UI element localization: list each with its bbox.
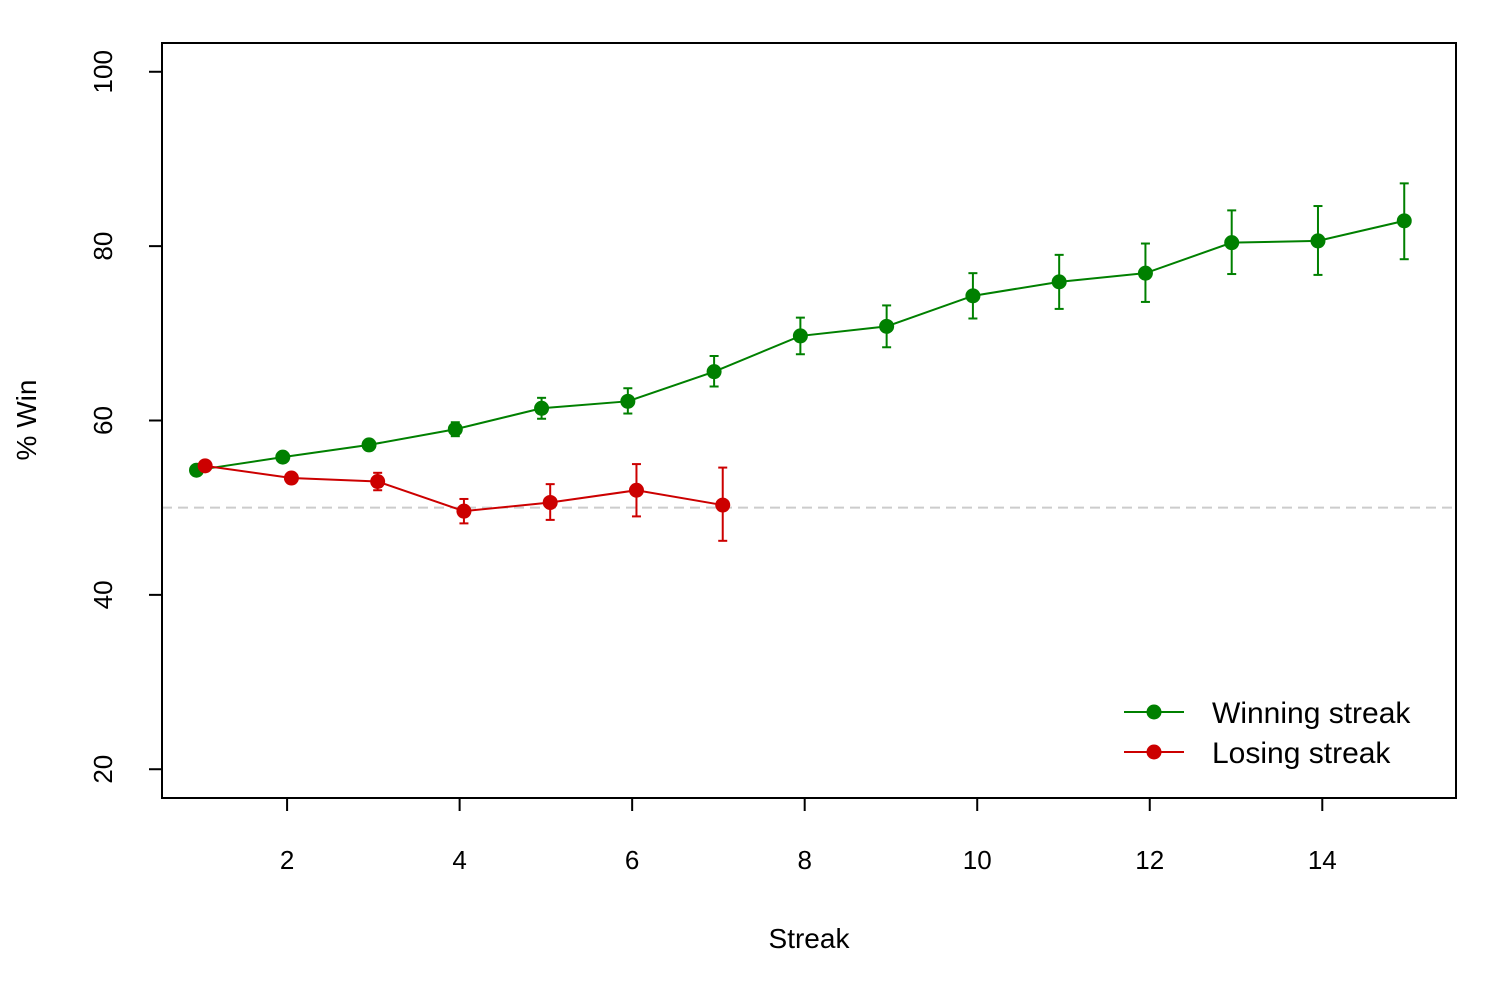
data-point — [965, 288, 981, 304]
legend-marker-winning — [1146, 704, 1162, 720]
x-tick-label: 4 — [452, 845, 466, 875]
data-point — [1051, 274, 1067, 290]
data-point — [1396, 213, 1412, 229]
y-tick-label: 100 — [88, 50, 118, 93]
y-axis-title: % Win — [11, 380, 42, 461]
legend-marker-losing — [1146, 744, 1162, 760]
data-point — [456, 503, 472, 519]
legend-label-losing: Losing streak — [1212, 737, 1391, 770]
y-tick-label: 20 — [88, 755, 118, 784]
legend-label-winning: Winning streak — [1212, 697, 1411, 730]
data-point — [283, 470, 299, 486]
data-point — [879, 318, 895, 334]
data-point — [275, 449, 291, 465]
data-point — [706, 364, 722, 380]
x-tick-label: 8 — [797, 845, 811, 875]
legend: Winning streak Losing streak — [1124, 697, 1411, 770]
data-point — [1224, 235, 1240, 251]
y-tick-label: 80 — [88, 232, 118, 261]
x-tick-label: 6 — [625, 845, 639, 875]
y-axis: 20 40 60 80 100 — [88, 50, 163, 784]
data-point — [197, 458, 213, 474]
y-tick-label: 40 — [88, 580, 118, 609]
data-point — [1310, 233, 1326, 249]
x-tick-label: 14 — [1308, 845, 1337, 875]
data-point — [361, 437, 377, 453]
x-axis: 2 4 6 8 10 12 14 — [280, 797, 1337, 875]
y-tick-label: 60 — [88, 406, 118, 435]
data-point — [628, 482, 644, 498]
x-axis-title: Streak — [769, 923, 851, 954]
series-losing — [197, 458, 731, 542]
x-tick-label: 12 — [1135, 845, 1164, 875]
plot-frame — [161, 42, 1457, 799]
data-point — [534, 400, 550, 416]
data-point — [620, 393, 636, 409]
data-point — [1137, 265, 1153, 281]
x-tick-label: 10 — [963, 845, 992, 875]
series-winning — [189, 182, 1412, 478]
data-point — [447, 421, 463, 437]
x-tick-label: 2 — [280, 845, 294, 875]
data-point — [792, 328, 808, 344]
data-point — [715, 497, 731, 513]
data-point — [542, 494, 558, 510]
data-point — [370, 474, 386, 490]
